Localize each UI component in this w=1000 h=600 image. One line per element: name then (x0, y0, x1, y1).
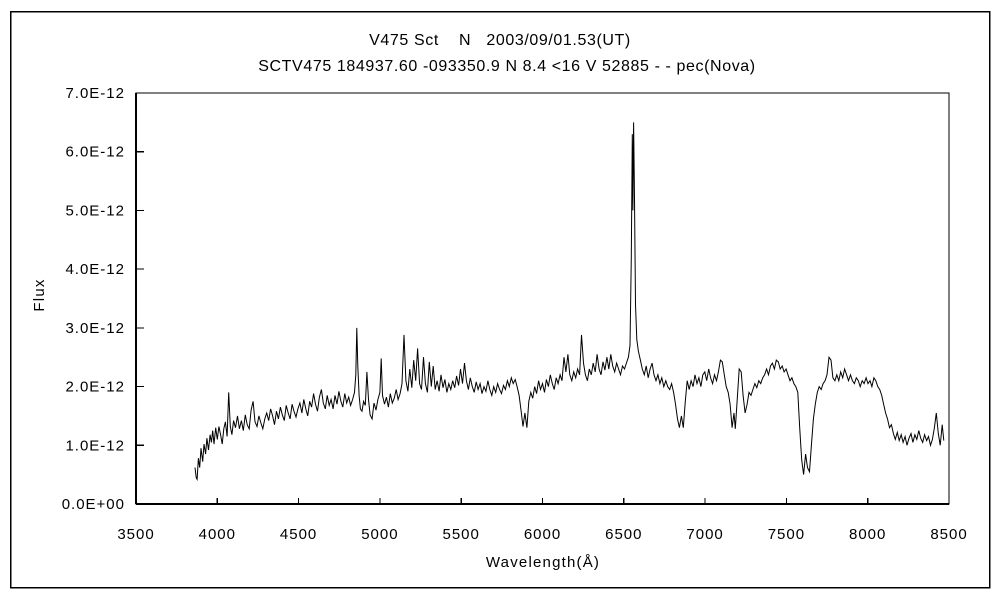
x-tick-label-4500: 4500 (280, 526, 317, 543)
x-tick-label-6500: 6500 (605, 526, 642, 543)
x-tick-label-6000: 6000 (524, 526, 561, 543)
x-tick-label-8000: 8000 (849, 526, 886, 543)
spectrum-line (194, 122, 945, 482)
plot-frame (135, 92, 950, 505)
chart-title-line1: V475 Sct N 2003/09/01.53(UT) (369, 32, 631, 49)
y-tick-label-7.0E-12: 7.0E-12 (65, 85, 125, 102)
x-tick-label-5500: 5500 (443, 526, 480, 543)
y-tick-label-3.0E-12: 3.0E-12 (65, 320, 125, 337)
x-tick-label-7500: 7500 (768, 526, 805, 543)
x-tick-label-3500: 3500 (117, 526, 154, 543)
y-tick-label-0.0E+00: 0.0E+00 (62, 496, 125, 513)
x-axis-ticks: 3500 4000 4500 5000 5500 6000 6500 7000 7500 8000… (117, 498, 967, 543)
y-tick-label-1.0E-12: 1.0E-12 (65, 437, 125, 454)
chart-title-line2: SCTV475 184937.60 -093350.9 N 8.4 <16 V … (258, 58, 755, 75)
x-axis-title: Wavelength(Å) (486, 554, 600, 571)
x-tick-label-5000: 5000 (361, 526, 398, 543)
y-tick-label-6.0E-12: 6.0E-12 (65, 144, 125, 161)
y-tick-label-4.0E-12: 4.0E-12 (65, 261, 125, 278)
y-tick-label-5.0E-12: 5.0E-12 (65, 202, 125, 219)
x-tick-label-7000: 7000 (686, 526, 723, 543)
figure-border (9, 10, 991, 589)
y-tick-label-2.0E-12: 2.0E-12 (65, 379, 125, 396)
x-tick-label-8500: 8500 (930, 526, 967, 543)
y-axis-ticks: 0.0E+00 1.0E-12 2.0E-12 3.0E-12 4.0E-12 5.0E-… (62, 85, 144, 513)
y-axis-title: Flux (31, 278, 48, 311)
x-tick-label-4000: 4000 (199, 526, 236, 543)
